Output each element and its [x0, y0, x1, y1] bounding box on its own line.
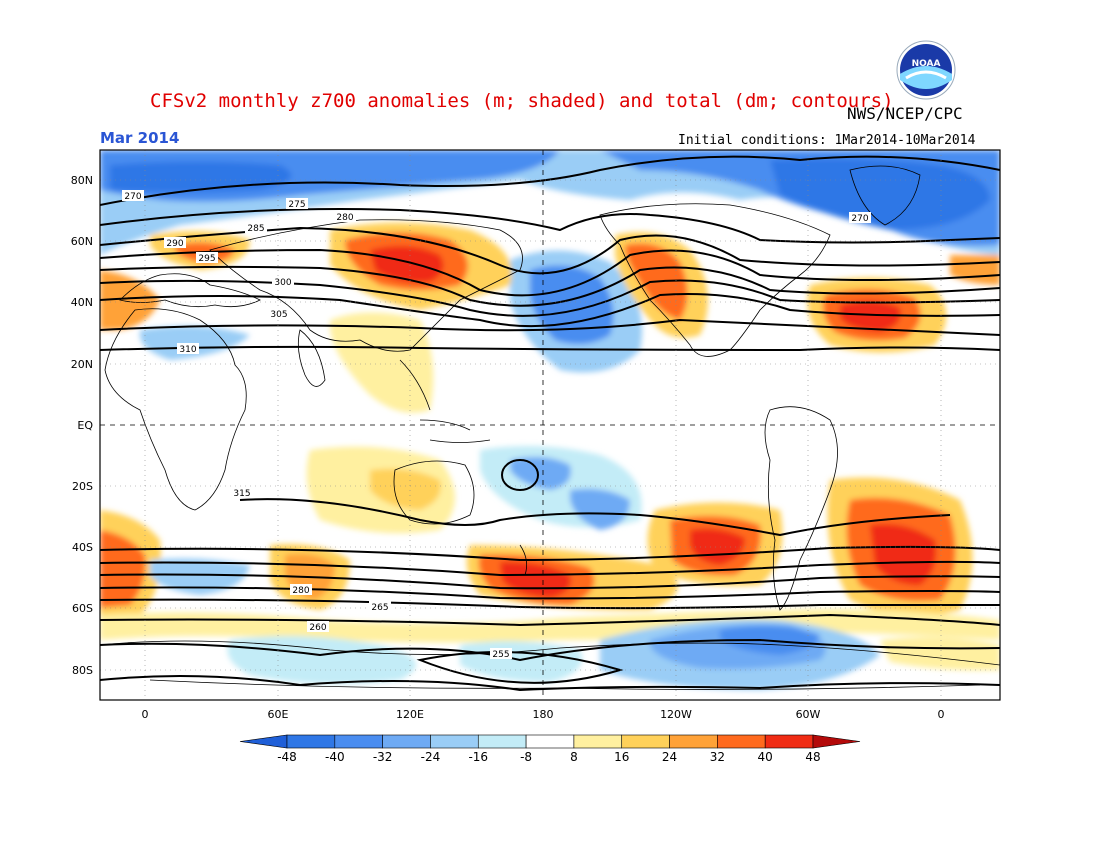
lon-label: 60W	[796, 708, 821, 721]
contour-label: 255	[492, 650, 509, 660]
colorbar-tick-label: 32	[710, 750, 725, 764]
colorbar-segment	[286, 734, 336, 749]
contour-label: 305	[270, 310, 287, 320]
colorbar-segment	[621, 734, 670, 749]
colorbar-segment	[573, 734, 623, 749]
colorbar-segment	[334, 734, 383, 749]
colorbar-tick-label: 24	[662, 750, 677, 764]
colorbar-segment	[812, 734, 861, 749]
lat-label: 60S	[72, 602, 93, 615]
colorbar-segment	[382, 734, 431, 749]
dotted-grid	[100, 150, 1000, 700]
contour-label: 310	[179, 345, 196, 355]
colorbar-tick-label: -16	[468, 750, 488, 764]
lat-label: 40S	[72, 541, 93, 554]
colorbar-segment	[525, 734, 575, 749]
lon-label: 60E	[268, 708, 289, 721]
colorbar-tick-label: 48	[805, 750, 820, 764]
colorbar-segment	[669, 734, 718, 749]
month-label: Mar 2014	[100, 129, 180, 147]
lat-label: 20S	[72, 480, 93, 493]
colorbar-segment	[477, 734, 527, 749]
colorbar-segment	[764, 734, 814, 749]
axis-labels: 80N 60N 40N 20N EQ 20S 40S 60S 80S 0 60E…	[71, 174, 945, 721]
contour-label: 295	[198, 254, 215, 264]
chart-title: CFSv2 monthly z700 anomalies (m; shaded)…	[150, 90, 894, 112]
contour-label: 280	[292, 586, 309, 596]
colorbar-tick-label: -48	[277, 750, 297, 764]
contour-labels: 270 270 275 280 285 290 295 300 305 310 …	[122, 190, 871, 660]
contour-label: 275	[288, 200, 305, 210]
contour-label: 300	[274, 278, 291, 288]
initial-conditions-label: Initial conditions: 1Mar2014-10Mar2014	[678, 133, 976, 148]
lon-label: 120W	[660, 708, 692, 721]
colorbar: -48 -40 -32 -24 -16 -8 8 16 24 32 40 48	[239, 734, 861, 764]
contour-label: 260	[309, 623, 326, 633]
logo-text: NOAA	[912, 59, 941, 69]
lon-label: 180	[533, 708, 554, 721]
noaa-logo: NOAA	[896, 40, 956, 100]
contour-label: 270	[124, 192, 141, 202]
colorbar-segment	[239, 734, 288, 749]
equator-and-dateline	[100, 150, 1000, 700]
agency-label: NWS/NCEP/CPC	[847, 104, 963, 123]
colorbar-tick-label: -8	[520, 750, 532, 764]
contour-label: 290	[166, 239, 183, 249]
height-contours	[100, 155, 1000, 692]
colorbar-tick-label: 40	[758, 750, 773, 764]
colorbar-tick-label: 16	[614, 750, 629, 764]
lat-label: 20N	[71, 358, 93, 371]
lat-label: 80S	[72, 664, 93, 677]
colorbar-segment	[717, 734, 766, 749]
contour-label: 280	[336, 213, 353, 223]
lon-label: 0	[938, 708, 945, 721]
lon-label: 120E	[396, 708, 424, 721]
contour-label: 270	[851, 214, 868, 224]
colorbar-tick-label: -32	[373, 750, 393, 764]
map-frame	[99, 149, 1001, 701]
contour-label: 265	[371, 603, 388, 613]
lat-label: 40N	[71, 296, 93, 309]
lon-label: 0	[142, 708, 149, 721]
colorbar-segment	[430, 734, 479, 749]
contour-label: 285	[247, 224, 264, 234]
contour-label: 315	[233, 489, 250, 499]
colorbar-tick-label: -40	[325, 750, 345, 764]
lat-label: 60N	[71, 235, 93, 248]
colorbar-tick-label: 8	[570, 750, 578, 764]
lat-label: EQ	[77, 419, 93, 432]
colorbar-tick-label: -24	[421, 750, 441, 764]
lat-label: 80N	[71, 174, 93, 187]
